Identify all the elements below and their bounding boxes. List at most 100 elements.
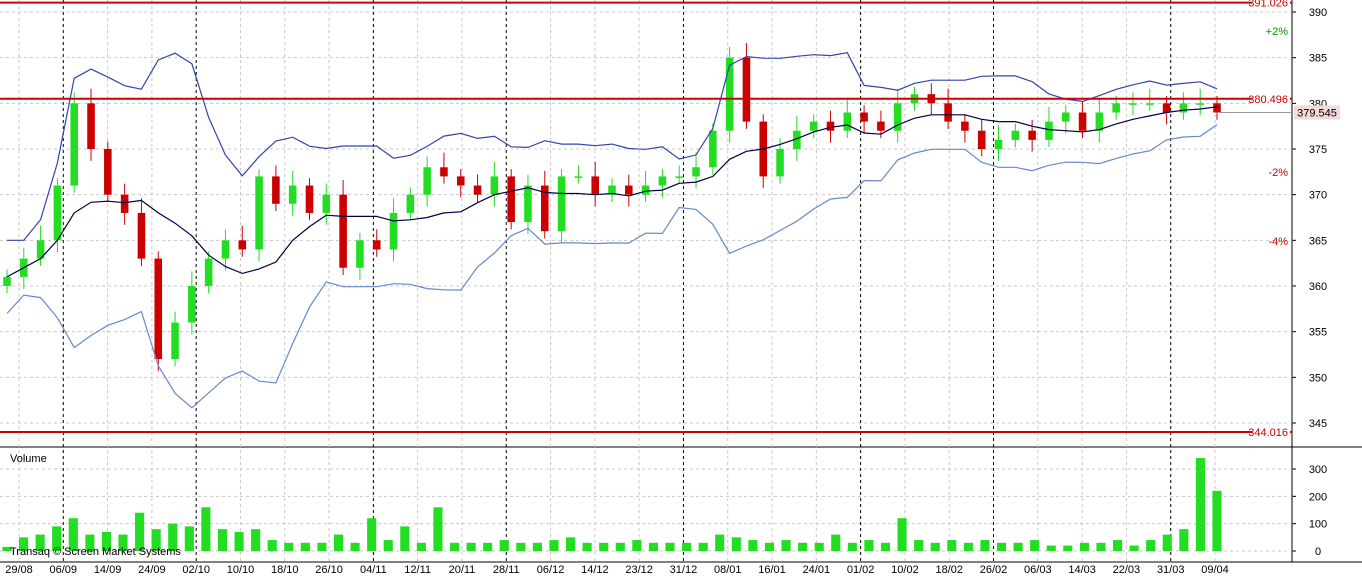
x-tick-label: 01/02 [847,564,875,576]
candle-up [725,57,734,131]
candle-up [608,185,616,195]
bollinger-middle-band [6,106,1218,278]
volume-bar [466,542,476,551]
candle-up [171,322,179,360]
x-tick-label: 18/02 [935,564,963,576]
percent-marker: -4% [1268,236,1288,248]
volume-bar [1030,540,1040,551]
price-level-label: 344.016 [1248,427,1288,439]
x-tick-label: 06/12 [537,564,565,576]
volume-bar [831,534,841,551]
candle-down [339,194,347,268]
volume-bar [101,531,112,551]
volume-bar [963,542,973,551]
volume-bar [367,518,377,551]
volume-bar [184,526,194,551]
volume-bar [433,507,443,551]
volume-pane-title: Volume [10,453,47,465]
volume-bar [168,523,178,551]
last-price-label: 379.545 [1297,107,1337,119]
volume-bar [648,542,658,551]
candle-up [1011,130,1020,140]
x-tick-label: 22/03 [1113,564,1141,576]
volume-tick-label: 0 [1315,546,1321,558]
candle-down [591,176,599,195]
volume-bar [682,542,692,551]
volume-bar [1129,545,1139,551]
last-price-badge [1294,105,1340,120]
candle-up [1179,103,1188,113]
volume-bar [267,540,277,551]
x-tick-label: 14/03 [1068,564,1096,576]
volume-bar [1013,542,1023,551]
volume-bar [549,540,559,551]
volume-bar [914,540,924,551]
candle-down [473,185,482,195]
volume-bar [1146,540,1156,551]
candle-up [994,139,1003,149]
candle-down [137,212,146,259]
volume-bar [217,529,228,551]
volume-bar [151,529,161,551]
volume-bar [52,526,62,551]
volume-bar [665,542,675,551]
x-tick-label: 26/10 [315,564,343,576]
volume-bar [1112,540,1123,551]
volume-bar [1179,529,1189,551]
x-tick-label: 02/10 [182,564,210,576]
volume-bar [1195,458,1205,551]
volume-bar [764,542,775,551]
x-tick-label: 14/09 [94,564,122,576]
candle-up [692,167,700,177]
volume-bar [449,542,460,551]
volume-bar [566,537,576,551]
volume-bar [19,537,29,551]
volume-bar [1046,545,1056,551]
candle-down [87,103,95,149]
volume-bar [1096,542,1106,551]
candle-up [1061,112,1070,122]
volume-bar [383,540,393,551]
candle-down [826,121,835,131]
candle-up [406,194,415,213]
candle-down [977,130,986,149]
candle-up [423,167,431,195]
volume-bar [880,542,891,551]
bollinger-upper-band [7,52,1218,241]
volume-bar [731,537,741,551]
candle-down [440,167,448,177]
watermark-text: Transaq © Screen Market Systems [10,546,181,558]
candle-up [221,240,230,259]
candle-up [204,258,213,286]
volume-bar [416,542,426,551]
price-level-label: 391.026 [1248,0,1288,10]
candle-up [557,176,566,232]
candle-down [625,185,633,195]
volume-bar [615,542,625,551]
volume-bar [947,540,957,551]
candle-up [288,185,297,204]
x-tick-label: 06/09 [50,564,78,576]
candle-up [776,149,784,177]
x-tick-label: 24/01 [803,564,831,576]
candle-up [389,212,398,250]
volume-bar [499,540,509,551]
volume-bar [930,542,940,551]
volume-bar [68,518,78,551]
candle-down [1213,103,1221,113]
y-tick-label: 345 [1309,418,1327,430]
candle-up [843,112,852,131]
candle-down [272,176,280,204]
y-tick-label: 370 [1309,190,1327,202]
candle-up [322,194,331,213]
volume-bar [897,518,907,551]
volume-tick-label: 300 [1309,464,1327,476]
x-tick-label: 10/02 [891,564,919,576]
candle-up [893,103,902,131]
candle-up [3,276,11,286]
x-tick-label: 04/11 [360,564,387,576]
candle-down [877,121,885,131]
candle-up [658,176,667,186]
volume-bar [300,542,310,551]
